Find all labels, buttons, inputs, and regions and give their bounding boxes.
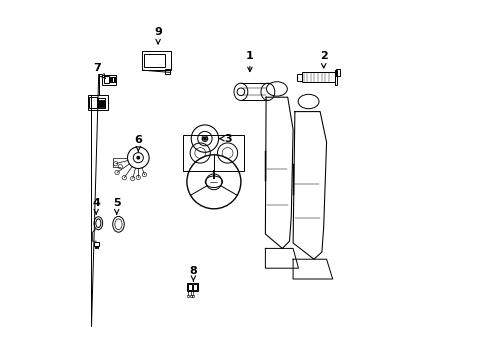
Text: 2: 2 bbox=[319, 51, 327, 68]
Bar bbox=[95, 246, 96, 248]
Bar bbox=[89, 97, 96, 108]
Bar bbox=[142, 51, 170, 70]
Bar bbox=[193, 284, 196, 290]
Bar bbox=[302, 72, 334, 82]
Text: 6: 6 bbox=[134, 135, 142, 151]
Bar bbox=[187, 295, 189, 297]
Bar bbox=[114, 77, 115, 82]
Bar bbox=[335, 69, 339, 76]
Text: 7: 7 bbox=[93, 63, 105, 78]
Bar bbox=[334, 70, 337, 85]
Bar bbox=[187, 284, 192, 290]
Text: 8: 8 bbox=[189, 266, 197, 281]
Text: 9: 9 bbox=[154, 27, 162, 44]
Bar bbox=[183, 135, 244, 171]
Bar bbox=[112, 77, 114, 82]
Bar bbox=[102, 100, 103, 107]
Circle shape bbox=[203, 138, 205, 140]
Bar bbox=[165, 69, 169, 74]
Bar bbox=[98, 98, 105, 108]
Bar bbox=[94, 242, 99, 246]
Text: 3: 3 bbox=[219, 134, 232, 144]
Bar bbox=[144, 54, 164, 67]
Circle shape bbox=[137, 156, 140, 159]
Bar bbox=[110, 77, 112, 82]
Bar bbox=[192, 295, 194, 297]
Bar bbox=[100, 100, 101, 107]
Text: 5: 5 bbox=[113, 198, 120, 214]
Bar bbox=[110, 77, 114, 82]
Bar bbox=[88, 95, 107, 110]
Ellipse shape bbox=[261, 83, 274, 100]
Bar bbox=[189, 295, 192, 297]
Bar bbox=[102, 75, 116, 85]
Bar bbox=[101, 100, 102, 107]
Bar bbox=[103, 76, 109, 83]
Text: 4: 4 bbox=[92, 198, 100, 214]
Bar bbox=[186, 283, 197, 291]
Bar bbox=[296, 74, 302, 81]
Bar bbox=[97, 246, 98, 248]
Bar bbox=[98, 100, 99, 107]
Text: 1: 1 bbox=[245, 51, 253, 72]
